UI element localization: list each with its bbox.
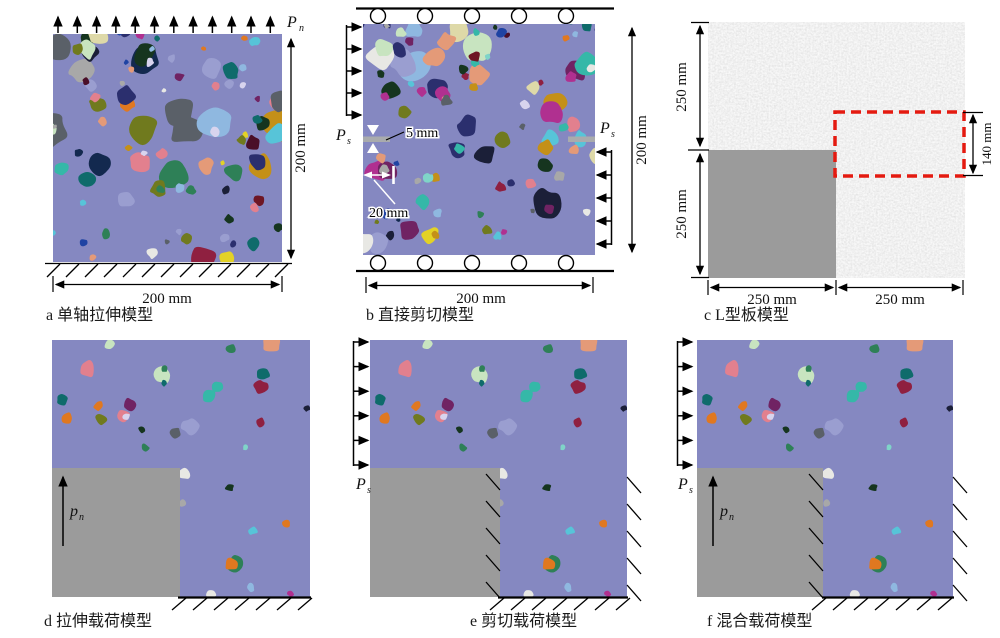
panel-c-cutout — [708, 150, 836, 278]
panel-c-bottom-right-dim-label: 250 mm — [875, 292, 925, 308]
panel-f-inner-hatch — [808, 473, 824, 599]
panel-c-bottom-dim-ticks — [707, 280, 964, 295]
panel-b-notch-thickness-label: 5 mm — [406, 126, 438, 141]
panel-a-grains — [53, 34, 282, 262]
panel-b-rollers-bottom — [369, 254, 575, 272]
panel-b-right-load-sub: s — [611, 129, 615, 140]
panel-d-bottom-hatch — [171, 597, 313, 611]
panel-e-right-hatch — [626, 476, 642, 602]
panel-b-right-arrows — [595, 147, 611, 249]
panel-b-caption: b 直接剪切模型 — [366, 306, 474, 324]
panel-f-bottom-hatch — [811, 597, 953, 611]
panel-b-right-notch — [568, 136, 595, 142]
panel-a-load-sub: n — [299, 23, 304, 34]
panel-b-height-dim-label: 200 mm — [634, 115, 650, 165]
panel-e-load-sub: s — [367, 485, 371, 496]
panel-f-cutout — [697, 468, 823, 597]
panel-b-left-arrows — [347, 22, 363, 120]
panel-e-cutout — [370, 468, 500, 597]
panel-f-shear-sub: s — [689, 485, 693, 496]
panel-b-grains — [363, 24, 595, 255]
panel-b-right-load-label: P — [599, 120, 610, 137]
panel-b-specimen — [363, 24, 595, 255]
panel-d-cutout — [52, 468, 180, 597]
panel-b-notch-length-label: 20 mm — [369, 206, 408, 221]
panel-b-notch-annotation — [363, 125, 405, 205]
panel-f-shear-label: P — [677, 476, 688, 493]
panel-d-load-label: p — [69, 503, 78, 520]
panel-a-width-dim-label: 200 mm — [142, 291, 192, 307]
panel-a-ground-hatch — [46, 263, 289, 278]
panel-b-rollers-top — [369, 7, 575, 25]
panel-d: p n d 拉伸载荷模型 — [44, 340, 313, 630]
panel-c-left-top-dim-label: 250 mm — [674, 62, 690, 112]
panel-b-left-notch — [363, 136, 390, 142]
panel-e-bottom-hatch — [489, 597, 631, 611]
panel-b-width-dim-label: 200 mm — [456, 291, 506, 307]
panel-e-caption: e 剪切载荷模型 — [470, 612, 577, 630]
panel-b-left-load-label: P — [335, 127, 346, 144]
panel-d-caption: d 拉伸载荷模型 — [44, 612, 152, 630]
panel-c-window-dim-ticks — [963, 111, 983, 177]
panel-c-window-dim-label: 140 mm — [979, 123, 994, 166]
panel-c-left-dim-ticks — [688, 21, 709, 279]
panel-a-load-label: P — [286, 14, 297, 31]
panel-a-height-dim-label: 200 mm — [293, 123, 309, 173]
panel-c: 250 mm 250 mm 140 mm 250 mm 250 mm c L型板… — [674, 21, 994, 324]
panel-f-caption: f 混合载荷模型 — [707, 612, 812, 630]
panel-a-width-dim-ticks — [52, 276, 283, 292]
panel-f-left-arrows — [678, 337, 694, 470]
panel-e-load-label: P — [355, 476, 366, 493]
panel-f-normal-sub: n — [729, 512, 734, 523]
panel-d-load-sub: n — [79, 512, 84, 523]
panel-a-caption: a 单轴拉伸模型 — [46, 306, 153, 324]
panel-a-specimen — [53, 34, 282, 262]
panel-a-tension-arrows — [53, 15, 276, 33]
panel-e-left-arrows — [354, 337, 370, 470]
panel-f-normal-label: p — [719, 503, 728, 520]
panel-b-width-dim-ticks — [365, 277, 594, 293]
panel-c-caption: c L型板模型 — [704, 306, 789, 324]
panel-e-inner-hatch — [485, 473, 501, 599]
panel-a: P n 200 mm 200 mm a 单轴拉伸模型 — [45, 14, 309, 324]
panel-f-right-hatch — [952, 476, 968, 602]
panel-c-bottom-left-dim-label: 250 mm — [747, 292, 797, 308]
panel-c-window — [833, 110, 966, 178]
panel-e: P s e 剪切载荷模型 — [352, 337, 642, 630]
panel-b: P s 5 mm 20 mm P s 200 mm 200 mm b 直接剪 — [335, 7, 650, 324]
panel-b-left-load-sub: s — [347, 136, 351, 147]
panel-c-left-bottom-dim-label: 250 mm — [674, 189, 690, 239]
panel-f: P s p n f 混合载荷模型 — [676, 337, 968, 630]
